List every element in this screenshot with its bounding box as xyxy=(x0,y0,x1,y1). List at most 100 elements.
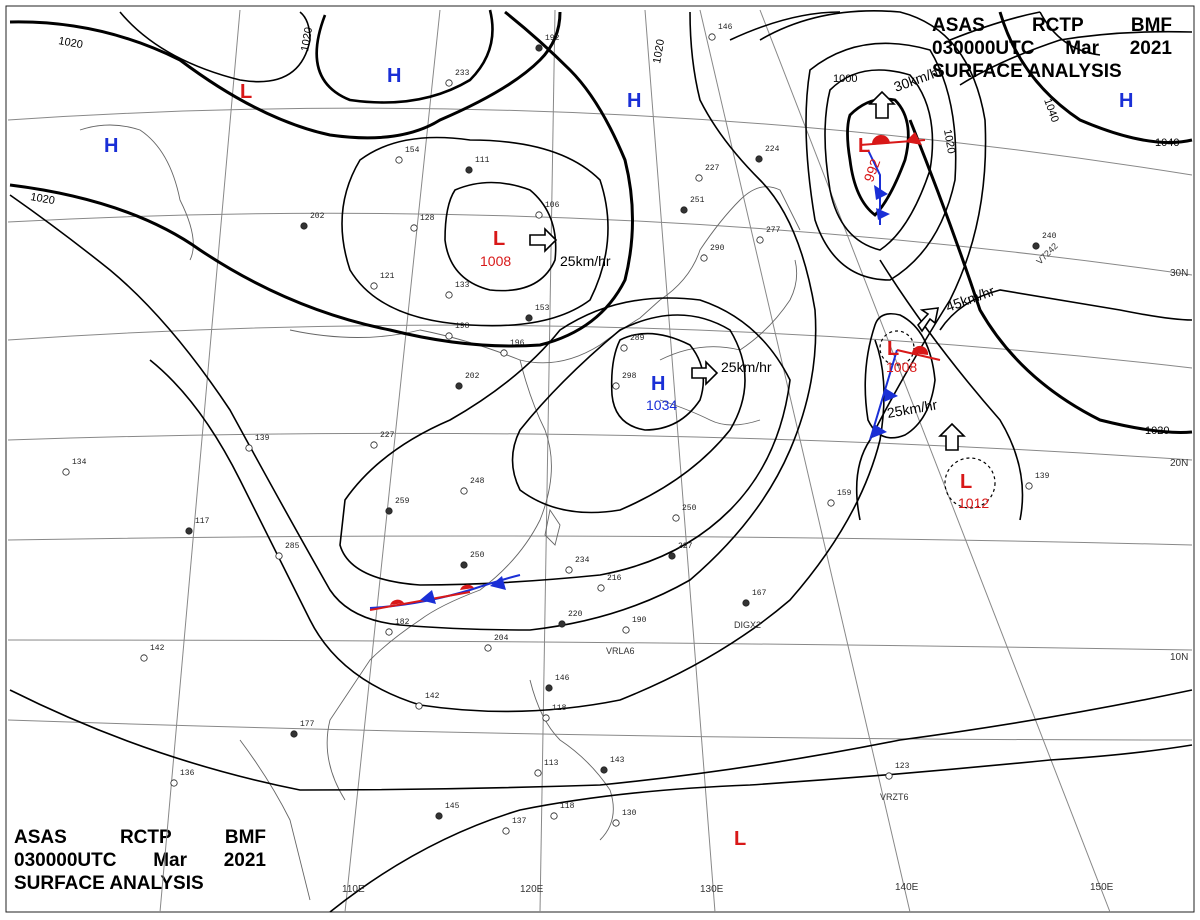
cold-front-symbol xyxy=(884,388,898,402)
header-month: Mar xyxy=(153,850,187,871)
lat-line-40n xyxy=(7,107,1193,176)
movement-arrow-north xyxy=(868,90,896,119)
coast-malay xyxy=(239,739,311,901)
station-symbol xyxy=(756,236,764,244)
station-symbol xyxy=(550,812,558,820)
movement-arrow-east xyxy=(691,360,719,386)
lon-line-130e xyxy=(644,9,716,913)
isobar-high-1028 xyxy=(339,297,791,586)
coast-china-korea xyxy=(289,186,801,364)
station-symbol xyxy=(622,626,630,634)
isobar-1020-main xyxy=(9,10,634,348)
header-code: BMF xyxy=(1130,15,1172,36)
station-symbol xyxy=(612,382,620,390)
lat-line-30n xyxy=(7,212,1193,276)
longitude-label: 130E xyxy=(700,884,724,895)
header-year: 2021 xyxy=(223,850,266,871)
station-symbol xyxy=(600,766,608,774)
station-pressure-value: 133 xyxy=(455,281,470,290)
station-symbol xyxy=(668,552,676,560)
station-symbol xyxy=(742,599,750,607)
pressure-systems: H H H H H 1034 L L 1008 L 992 L 1008 L 1… xyxy=(104,65,1133,850)
station-pressure-value: 118 xyxy=(560,802,575,811)
latitude-lines xyxy=(7,107,1193,741)
movement-arrow-northeast xyxy=(916,307,940,333)
station-symbol xyxy=(542,714,550,722)
low-pressure-center: L xyxy=(858,135,870,157)
lat-line-15n xyxy=(7,535,1193,546)
station-pressure-value: 146 xyxy=(718,23,733,32)
station-symbol xyxy=(620,344,628,352)
movement-arrow-north xyxy=(938,422,966,451)
isobar-1044 xyxy=(1039,11,1101,56)
isobar-label: 1020 xyxy=(29,191,55,207)
movement-arrow-east xyxy=(529,227,558,253)
station-pressure-value: 154 xyxy=(405,146,420,155)
station-pressure-value: 259 xyxy=(395,497,410,506)
station-pressure-value: 134 xyxy=(72,458,87,467)
station-symbol xyxy=(445,332,453,340)
longitude-label: 150E xyxy=(1090,882,1114,893)
latitude-label: 30N xyxy=(1170,268,1188,279)
lat-line-10n xyxy=(7,639,1193,651)
station-symbol xyxy=(455,382,463,390)
station-pressure-value: 167 xyxy=(752,589,767,598)
cold-front-symbol xyxy=(490,576,506,590)
station-symbol xyxy=(534,769,542,777)
header-time: 030000UTC xyxy=(14,850,117,871)
station-symbol xyxy=(410,224,418,232)
station-symbol xyxy=(708,33,716,41)
isobar-label: 1040 xyxy=(1041,97,1061,124)
station-symbol xyxy=(445,291,453,299)
low-pressure-value: 1012 xyxy=(958,495,989,511)
low-pressure-center: L xyxy=(887,338,899,360)
cold-front-symbol xyxy=(874,185,888,200)
isobar-1024 xyxy=(149,339,885,713)
station-symbol xyxy=(300,222,308,230)
station-symbol xyxy=(755,155,763,163)
isobar-label: 1040 xyxy=(1155,137,1179,149)
station-symbol xyxy=(245,444,253,452)
station-symbol xyxy=(500,349,508,357)
station-pressure-value: 128 xyxy=(420,214,435,223)
header-year: 2021 xyxy=(1129,38,1172,59)
ship-codes: DIGX2 VRLA6 VRZT6 V7242 xyxy=(606,241,1060,802)
ship-callsign: DIGX2 xyxy=(734,620,761,630)
low-pressure-value: 1008 xyxy=(480,253,511,269)
movement-speed-label: 45km/hr xyxy=(944,282,997,314)
longitude-label: 110E xyxy=(342,884,365,895)
station-pressure-value: 285 xyxy=(285,542,300,551)
station-pressure-value: 117 xyxy=(195,517,210,526)
high-pressure-center: H xyxy=(627,90,641,112)
station-symbol xyxy=(460,561,468,569)
station-symbol xyxy=(385,507,393,515)
station-pressure-value: 198 xyxy=(455,322,470,331)
station-pressure-value: 234 xyxy=(575,556,590,565)
isobar-low-992-mid xyxy=(824,69,934,251)
lon-line-140e xyxy=(699,9,911,913)
isobar-1010-south xyxy=(329,744,1193,913)
station-symbol xyxy=(484,644,492,652)
warm-front-east xyxy=(896,349,941,361)
station-pressure-value: 142 xyxy=(425,692,440,701)
movement-speed-label: 25km/hr xyxy=(886,396,939,421)
station-pressure-value: 137 xyxy=(512,817,527,826)
lon-line-110e xyxy=(344,9,441,913)
coast-philippines xyxy=(529,679,614,841)
coast-north-inland xyxy=(79,124,194,261)
dashed-low-center-b xyxy=(944,457,996,509)
station-pressure-value: 153 xyxy=(535,304,550,313)
ship-callsign: VRZT6 xyxy=(880,792,909,802)
chart-header-bottom: ASAS RCTP BMF 030000UTC Mar 2021 SURFACE ANA… xyxy=(14,826,266,895)
station-pressure-value: 142 xyxy=(150,644,165,653)
dashed-low-center-a xyxy=(879,330,915,366)
isobars xyxy=(9,9,1193,913)
isobar-label: 1000 xyxy=(833,73,857,85)
low-pressure-center: L xyxy=(734,828,746,850)
station-pressure-value: 143 xyxy=(610,756,625,765)
lon-line-120e xyxy=(539,9,556,913)
lon-line-100e xyxy=(159,9,241,913)
high-pressure-center: H xyxy=(651,373,665,395)
coastlines xyxy=(79,124,801,901)
isobar-1020-north xyxy=(9,11,562,140)
